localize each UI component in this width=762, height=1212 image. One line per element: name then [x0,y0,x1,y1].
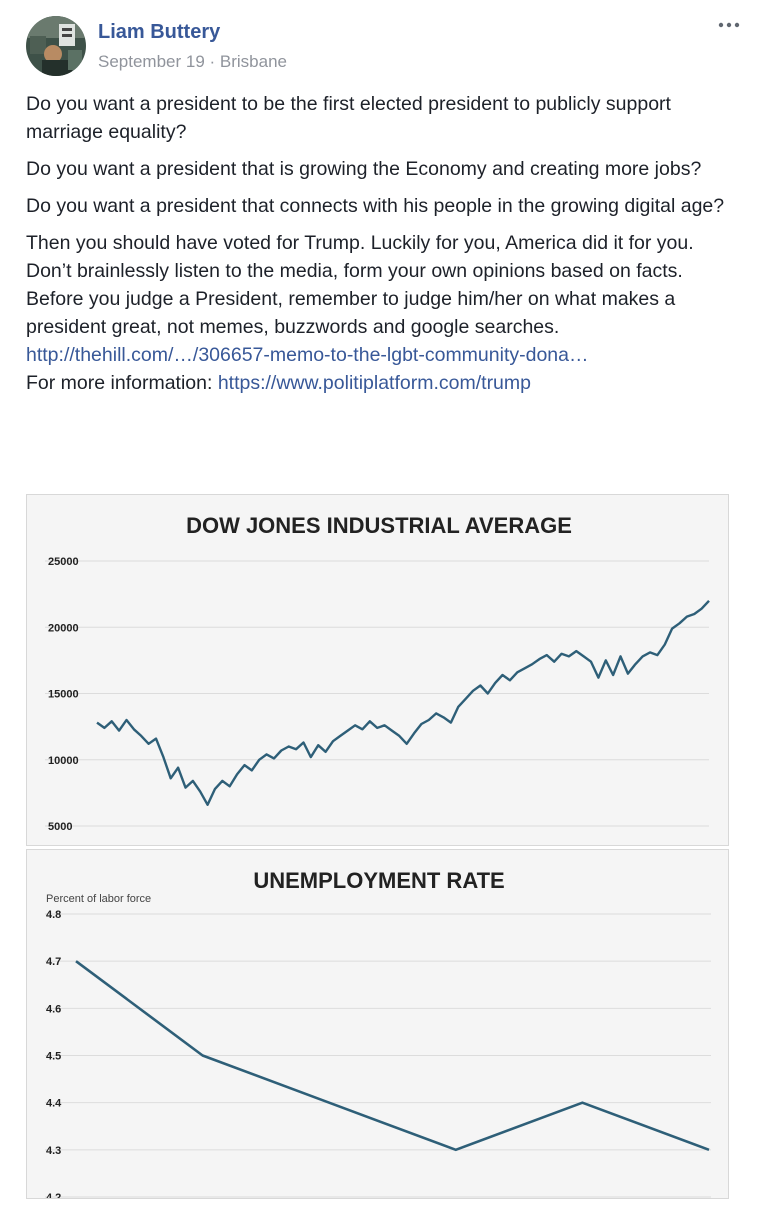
post-date[interactable]: September 19 [98,52,205,71]
more-info-label: For more information: [26,372,218,394]
post-text: Do you want a president to be the first … [26,90,738,406]
unemployment-chart-tick-label: 4.7 [46,956,61,968]
dow-chart-tick-label: 10000 [48,755,79,767]
avatar[interactable] [26,16,86,76]
unemployment-chart-tick-label: 4.5 [46,1051,61,1063]
website-link[interactable]: https://www.politiplatform.com/trump [218,372,531,394]
meta-separator: · [205,52,220,71]
unemployment-chart-y-axis-label: Percent of labor force [46,893,151,905]
avatar-image [26,16,86,76]
unemployment-chart-title: UNEMPLOYMENT RATE [253,868,504,893]
post-meta: September 19 · Brisbane [98,52,287,72]
unemployment-chart-tick-label: 4.6 [46,1003,61,1015]
dow-jones-chart-svg: DOW JONES INDUSTRIAL AVERAGE 25000 20000 15… [27,495,728,845]
dow-chart-tick-label: 25000 [48,556,79,568]
dow-chart-tick-label: 15000 [48,689,79,701]
article-link[interactable]: http://thehill.com/…/306657-memo-to-the-… [26,341,738,369]
more-options-button[interactable] [718,16,740,34]
dow-chart-tick-label: 20000 [48,622,79,634]
dow-chart-title: DOW JONES INDUSTRIAL AVERAGE [186,513,572,538]
unemployment-chart-tick-label: 4.3 [46,1145,61,1157]
unemployment-chart[interactable]: UNEMPLOYMENT RATE Percent of labor force 4… [26,849,729,1199]
post-paragraph: Do you want a president that connects wi… [26,192,738,220]
unemployment-chart-tick-label: 4.8 [46,909,61,921]
more-info-line: For more information: https://www.politi… [26,369,738,397]
dow-chart-tick-label: 5000 [48,821,72,833]
dow-chart-series-line [97,601,709,805]
author-name[interactable]: Liam Buttery [98,21,220,44]
unemployment-chart-svg: UNEMPLOYMENT RATE Percent of labor force 4… [27,850,728,1198]
post-line: Then you should have voted for Trump. Lu… [26,229,738,257]
post-location[interactable]: Brisbane [220,52,287,71]
unemployment-chart-tick-label: 4.2 [46,1192,61,1198]
post-paragraph: Do you want a president to be the first … [26,90,738,146]
post-line: Don’t brainlessly listen to the media, f… [26,257,738,341]
post-paragraph-final: Then you should have voted for Trump. Lu… [26,229,738,397]
unemployment-chart-tick-label: 4.4 [46,1098,62,1110]
more-dots-icon [718,21,740,29]
post-paragraph: Do you want a president that is growing … [26,155,738,183]
dow-jones-chart[interactable]: DOW JONES INDUSTRIAL AVERAGE 25000 20000 15… [26,494,729,846]
